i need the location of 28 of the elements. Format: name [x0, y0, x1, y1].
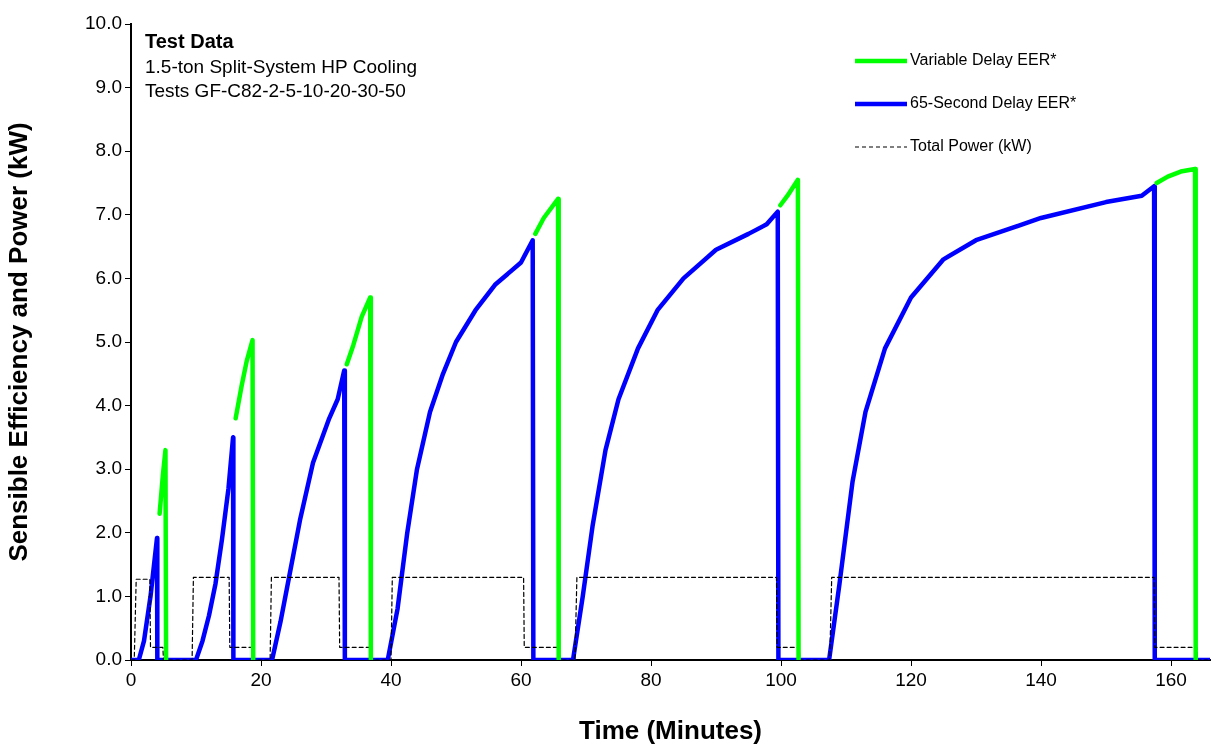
x-tick-label: 20: [250, 668, 272, 690]
x-tick-label: 0: [125, 668, 137, 690]
y-tick-label: 4.0: [95, 393, 122, 415]
x-tick-label: 140: [1025, 668, 1057, 690]
legend-label: Total Power (kW): [910, 137, 1032, 155]
x-tick-label: 160: [1155, 668, 1187, 690]
y-tick-label: 7.0: [95, 203, 122, 225]
legend-label: 65-Second Delay EER*: [910, 94, 1077, 112]
y-tick-label: 3.0: [95, 457, 122, 479]
y-tick-label: 1.0: [95, 584, 122, 606]
chart-title: Test Data: [145, 29, 235, 52]
y-tick-label: 0.0: [95, 648, 122, 670]
x-tick-label: 120: [895, 668, 927, 690]
y-tick-label: 2.0: [95, 521, 122, 543]
text: 1.5-ton Split-System HP Cooling: [145, 55, 418, 77]
y-tick-label: 6.0: [95, 266, 122, 288]
y-tick-label: 5.0: [95, 330, 122, 352]
x-tick-label: 100: [765, 668, 797, 690]
y-axis-title: Sensible Efficiency and Power (kW): [2, 122, 33, 562]
y-tick-label: 10.0: [85, 12, 122, 34]
x-tick-label: 60: [510, 668, 532, 690]
y-tick-label: 8.0: [95, 139, 122, 161]
x-tick-label: 80: [640, 668, 662, 690]
x-tick-label: 40: [380, 668, 402, 690]
x-axis-title: Time (Minutes): [579, 714, 762, 745]
y-tick-label: 9.0: [95, 75, 122, 97]
legend-label: Variable Delay EER*: [910, 51, 1057, 69]
annotation: Tests GF-C82-2-5-10-20-30-50: [145, 79, 406, 101]
